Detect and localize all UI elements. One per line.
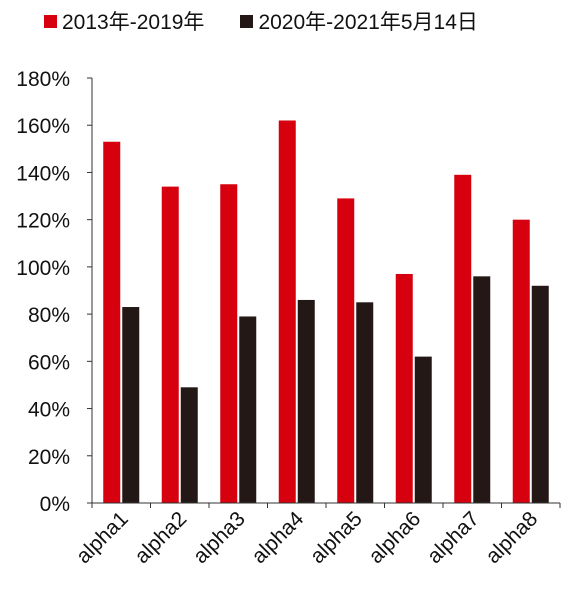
y-tick-label-0: 0% xyxy=(40,493,70,516)
bar-series-1-alpha2 xyxy=(161,186,179,503)
y-tick-label-6: 120% xyxy=(16,210,70,233)
bar-series-1-alpha8 xyxy=(512,219,530,503)
y-tick-label-3: 60% xyxy=(28,351,70,374)
legend-label-series-1: 2013年-2019年 xyxy=(62,11,205,34)
x-tick-label-alpha5: alpha5 xyxy=(306,507,367,568)
y-tick-label-7: 140% xyxy=(16,162,70,185)
bar-series-2-alpha5 xyxy=(356,302,374,503)
bar-series-1-alpha4 xyxy=(278,120,296,503)
bar-series-1-alpha5 xyxy=(337,198,355,503)
bar-series-2-alpha1 xyxy=(122,307,140,503)
bar-series-1-alpha1 xyxy=(103,141,121,503)
chart-legend: 2013年-2019年 2020年-2021年5月14日 xyxy=(0,6,567,36)
x-tick-label-alpha7: alpha7 xyxy=(423,507,484,568)
x-tick-label-alpha8: alpha8 xyxy=(481,507,542,568)
bar-series-1-alpha3 xyxy=(220,184,238,503)
y-tick-label-2: 40% xyxy=(28,399,70,422)
legend-swatch-series-2 xyxy=(240,14,254,28)
y-tick-label-9: 180% xyxy=(16,68,70,91)
bar-series-1-alpha7 xyxy=(454,174,472,504)
legend-label-series-2: 2020年-2021年5月14日 xyxy=(258,11,478,34)
y-tick-label-8: 160% xyxy=(16,115,70,138)
y-tick-label-1: 20% xyxy=(28,446,70,469)
bar-series-2-alpha7 xyxy=(473,276,491,503)
bar-series-1-alpha6 xyxy=(395,273,413,503)
bar-series-2-alpha2 xyxy=(180,387,198,503)
bar-series-2-alpha8 xyxy=(531,285,549,503)
legend-swatch-series-1 xyxy=(44,14,57,28)
x-tick-label-alpha1: alpha1 xyxy=(72,507,133,568)
legend-item-series-1: 2013年-2019年 xyxy=(44,6,204,36)
y-tick-label-5: 100% xyxy=(16,257,70,280)
bar-series-2-alpha4 xyxy=(297,299,315,503)
x-tick-label-alpha6: alpha6 xyxy=(364,507,425,568)
x-tick-label-alpha3: alpha3 xyxy=(189,507,250,568)
bar-series-2-alpha6 xyxy=(414,356,432,503)
x-tick-label-alpha2: alpha2 xyxy=(130,507,191,568)
x-tick-label-alpha4: alpha4 xyxy=(247,507,308,568)
bar-series-2-alpha3 xyxy=(239,316,257,503)
y-tick-label-4: 80% xyxy=(28,304,70,327)
legend-item-series-2: 2020年-2021年5月14日 xyxy=(240,6,478,36)
